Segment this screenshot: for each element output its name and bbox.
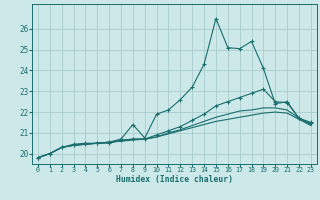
X-axis label: Humidex (Indice chaleur): Humidex (Indice chaleur) bbox=[116, 175, 233, 184]
